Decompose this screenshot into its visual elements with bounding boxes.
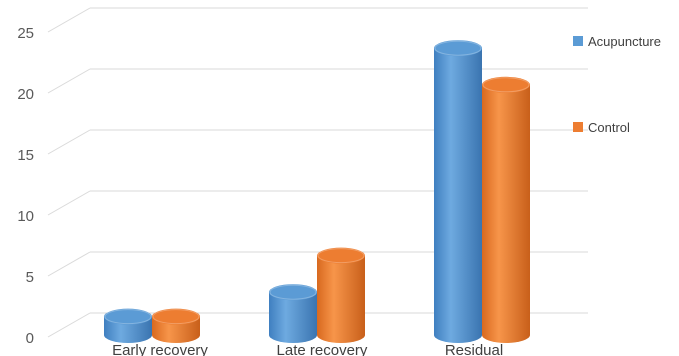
bar-top-highlight xyxy=(434,40,482,56)
bar-acupuncture-residual xyxy=(434,40,482,343)
legend-label: Control xyxy=(588,120,630,135)
category-label: Early recovery xyxy=(112,342,208,356)
y-tick-label: 20 xyxy=(17,86,34,103)
bars xyxy=(104,40,530,344)
gridline-diagonal xyxy=(47,312,91,338)
bar-top-highlight xyxy=(269,284,317,300)
category-label: Residual xyxy=(445,342,503,356)
bar-top xyxy=(317,247,365,264)
bar-control-late-recovery xyxy=(317,247,365,343)
gridline-diagonal xyxy=(47,190,91,216)
gridline-diagonal xyxy=(47,251,91,277)
y-axis-ticks: 0 5 10 15 20 25 xyxy=(17,25,34,347)
bar-acupuncture-early-recovery xyxy=(104,308,152,343)
gridline-diagonal xyxy=(47,129,91,155)
bar-body xyxy=(482,84,530,344)
y-tick-label: 0 xyxy=(26,330,34,347)
legend-label: Acupuncture xyxy=(588,34,661,49)
category-label: Late recovery xyxy=(277,342,368,356)
y-tick-label: 10 xyxy=(17,208,34,225)
bar-body xyxy=(269,292,317,343)
bar-acupuncture-late-recovery xyxy=(269,284,317,343)
y-tick-label: 15 xyxy=(17,147,34,164)
bar-top xyxy=(269,284,317,301)
legend-swatch xyxy=(573,36,583,46)
legend: Acupuncture Control xyxy=(573,34,661,135)
bar-top-highlight xyxy=(482,77,530,93)
gridline-diagonal xyxy=(47,68,91,94)
category-axis: Early recovery Late recovery Residual xyxy=(112,342,503,356)
gridline-diagonal xyxy=(47,7,91,33)
y-tick-label: 5 xyxy=(26,269,34,286)
bar-control-early-recovery xyxy=(152,308,200,343)
bar-top-highlight xyxy=(317,248,365,264)
legend-item-acupuncture: Acupuncture xyxy=(573,34,661,49)
bar-top xyxy=(434,40,482,57)
bar-top-highlight xyxy=(152,309,200,325)
legend-item-control: Control xyxy=(573,120,630,135)
bar-top xyxy=(152,308,200,325)
legend-swatch xyxy=(573,122,583,132)
bar-body xyxy=(317,255,365,343)
bar-top xyxy=(104,308,152,325)
bar-top-highlight xyxy=(104,309,152,325)
bar-top xyxy=(482,76,530,93)
y-tick-label: 25 xyxy=(17,25,34,42)
bar-control-residual xyxy=(482,76,530,344)
bar-body xyxy=(434,48,482,343)
